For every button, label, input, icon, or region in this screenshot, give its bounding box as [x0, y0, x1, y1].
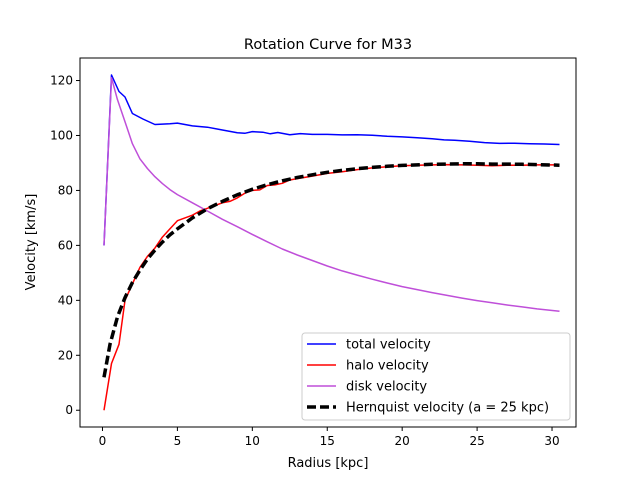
series-line-0 [103, 74, 560, 246]
x-tick-label: 15 [320, 434, 335, 448]
x-tick-label: 30 [544, 434, 559, 448]
x-tick-label: 5 [174, 434, 182, 448]
series-line-2 [103, 77, 560, 313]
x-tick-label: 0 [99, 434, 107, 448]
y-tick-label: 100 [50, 128, 73, 142]
y-tick-label: 60 [58, 238, 73, 252]
x-axis-ticks: 0 5 10 15 20 25 30 [99, 427, 560, 448]
legend-box [301, 332, 571, 421]
legend-label-1: halo velocity [346, 359, 429, 374]
x-axis-label: Radius [kpc] [288, 456, 369, 471]
series-line-3 [102, 162, 560, 378]
legend-label-0: total velocity [346, 338, 431, 353]
y-tick-label: 0 [65, 403, 73, 417]
y-tick-label: 120 [50, 74, 73, 88]
legend-label-2: disk velocity [346, 380, 427, 395]
y-axis-ticks: 0 20 40 60 80 100 120 [50, 74, 80, 417]
series-layer [102, 74, 560, 411]
legend-label-3: Hernquist velocity (a = 25 kpc) [346, 401, 549, 416]
y-axis-label: Velocity [km/s] [24, 194, 39, 291]
x-tick-label: 10 [245, 434, 260, 448]
y-tick-label: 80 [58, 183, 73, 197]
y-tick-label: 40 [58, 293, 73, 307]
x-tick-label: 25 [469, 434, 484, 448]
plot-frame [79, 57, 577, 428]
y-tick-label: 20 [58, 348, 73, 362]
chart-title: Rotation Curve for M33 [244, 37, 412, 53]
x-tick-label: 20 [395, 434, 410, 448]
legend: total velocity halo velocity disk velocity… [301, 332, 571, 421]
